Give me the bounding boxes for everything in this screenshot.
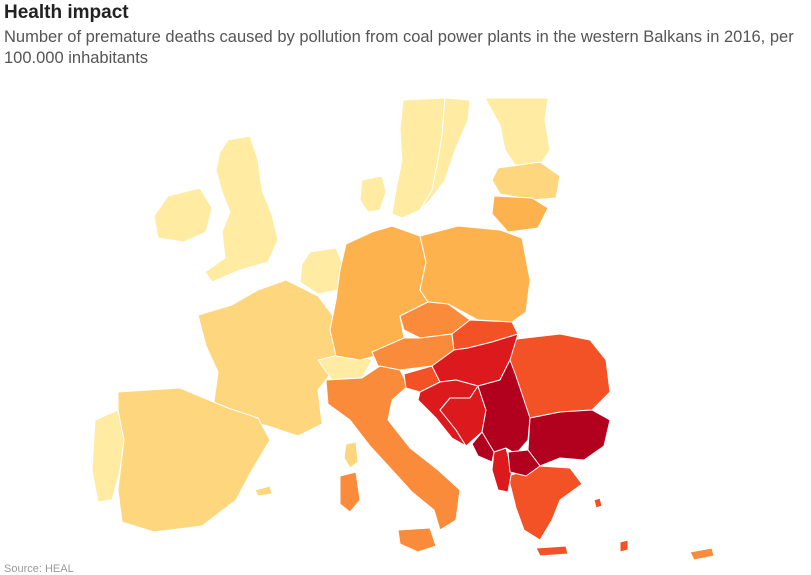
region-germany [329,225,429,361]
region-sicily [397,527,437,553]
region-benelux [299,247,345,295]
region-baltics [491,161,561,201]
region-spain [117,387,271,533]
region-great-britain [204,135,279,283]
region-greek-island-1 [593,497,603,509]
region-sardinia [339,471,361,513]
region-ireland [153,187,213,243]
region-crete [535,545,569,557]
region-corsica [343,441,359,469]
region-north-macedonia [507,449,541,477]
region-france [197,279,343,437]
region-finland [484,97,551,166]
region-montenegro [471,431,495,463]
region-bulgaria [527,409,611,467]
source-note: Source: HEAL [4,563,74,575]
region-balearics [254,485,273,497]
region-lithuania [491,195,549,233]
region-norway [391,97,446,219]
region-italy [325,365,461,531]
region-denmark [359,175,387,213]
region-sweden-north [419,97,471,211]
europe-choropleth-map [91,97,715,561]
chart-subtitle: Number of premature deaths caused by pol… [4,28,794,67]
region-greece [507,465,583,541]
region-cyprus [689,547,715,561]
chart-title: Health impact [4,2,129,23]
region-greek-island-2 [619,539,629,553]
